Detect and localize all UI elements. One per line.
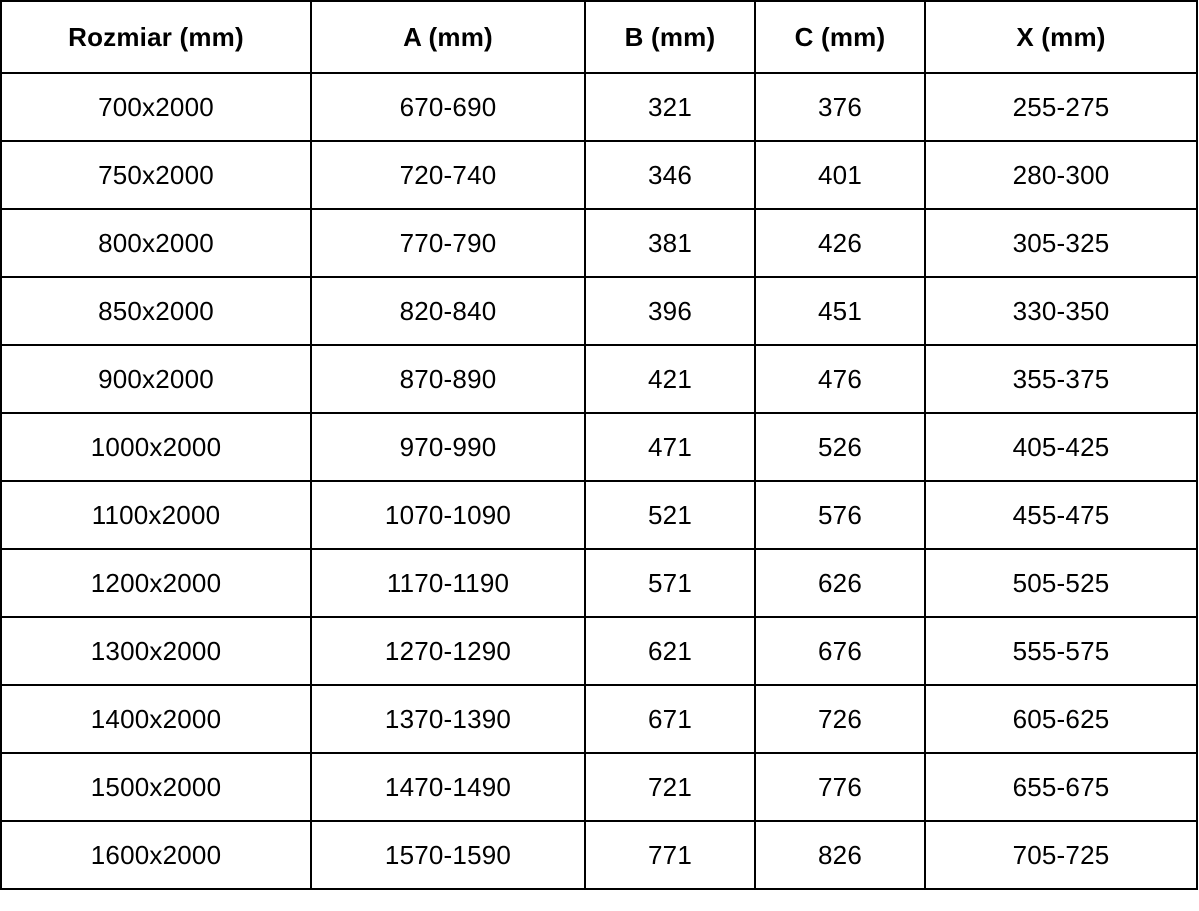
cell-b: 421 <box>584 344 756 414</box>
cell-b: 621 <box>584 616 756 686</box>
table-row: 1100x2000 1070-1090 521 576 455-475 <box>0 480 1198 550</box>
cell-a: 820-840 <box>310 276 586 346</box>
cell-x: 255-275 <box>924 72 1198 142</box>
cell-c: 826 <box>754 820 926 890</box>
cell-size: 1100x2000 <box>0 480 312 550</box>
cell-a: 670-690 <box>310 72 586 142</box>
table-row: 850x2000 820-840 396 451 330-350 <box>0 276 1198 346</box>
cell-x: 405-425 <box>924 412 1198 482</box>
cell-a: 770-790 <box>310 208 586 278</box>
cell-b: 671 <box>584 684 756 754</box>
table-row: 1200x2000 1170-1190 571 626 505-525 <box>0 548 1198 618</box>
cell-b: 381 <box>584 208 756 278</box>
table-row: 900x2000 870-890 421 476 355-375 <box>0 344 1198 414</box>
cell-x: 355-375 <box>924 344 1198 414</box>
cell-a: 870-890 <box>310 344 586 414</box>
cell-a: 1570-1590 <box>310 820 586 890</box>
column-header-x: X (mm) <box>924 0 1198 74</box>
cell-size: 1400x2000 <box>0 684 312 754</box>
cell-a: 1370-1390 <box>310 684 586 754</box>
table-row: 1400x2000 1370-1390 671 726 605-625 <box>0 684 1198 754</box>
table-row: 1500x2000 1470-1490 721 776 655-675 <box>0 752 1198 822</box>
table-row: 700x2000 670-690 321 376 255-275 <box>0 72 1198 142</box>
cell-size: 800x2000 <box>0 208 312 278</box>
cell-x: 655-675 <box>924 752 1198 822</box>
cell-x: 705-725 <box>924 820 1198 890</box>
cell-c: 376 <box>754 72 926 142</box>
cell-size: 1600x2000 <box>0 820 312 890</box>
cell-c: 451 <box>754 276 926 346</box>
cell-c: 676 <box>754 616 926 686</box>
table-row: 1300x2000 1270-1290 621 676 555-575 <box>0 616 1198 686</box>
cell-a: 720-740 <box>310 140 586 210</box>
table-row: 1600x2000 1570-1590 771 826 705-725 <box>0 820 1198 890</box>
cell-size: 750x2000 <box>0 140 312 210</box>
cell-a: 1070-1090 <box>310 480 586 550</box>
table-row: 800x2000 770-790 381 426 305-325 <box>0 208 1198 278</box>
cell-size: 1300x2000 <box>0 616 312 686</box>
cell-a: 970-990 <box>310 412 586 482</box>
cell-b: 521 <box>584 480 756 550</box>
cell-size: 900x2000 <box>0 344 312 414</box>
cell-b: 571 <box>584 548 756 618</box>
cell-b: 396 <box>584 276 756 346</box>
header-row: Rozmiar (mm) A (mm) B (mm) C (mm) X (mm) <box>0 0 1198 74</box>
cell-b: 346 <box>584 140 756 210</box>
cell-size: 1000x2000 <box>0 412 312 482</box>
column-header-a: A (mm) <box>310 0 586 74</box>
cell-c: 401 <box>754 140 926 210</box>
cell-c: 626 <box>754 548 926 618</box>
cell-c: 576 <box>754 480 926 550</box>
table-header: Rozmiar (mm) A (mm) B (mm) C (mm) X (mm) <box>0 0 1198 74</box>
table-body: 700x2000 670-690 321 376 255-275 750x2000 720-… <box>0 72 1198 890</box>
column-header-size: Rozmiar (mm) <box>0 0 312 74</box>
cell-x: 330-350 <box>924 276 1198 346</box>
cell-x: 305-325 <box>924 208 1198 278</box>
cell-c: 726 <box>754 684 926 754</box>
cell-x: 555-575 <box>924 616 1198 686</box>
cell-size: 1200x2000 <box>0 548 312 618</box>
cell-c: 476 <box>754 344 926 414</box>
cell-x: 455-475 <box>924 480 1198 550</box>
cell-a: 1470-1490 <box>310 752 586 822</box>
cell-size: 700x2000 <box>0 72 312 142</box>
cell-x: 605-625 <box>924 684 1198 754</box>
cell-size: 1500x2000 <box>0 752 312 822</box>
cell-c: 776 <box>754 752 926 822</box>
cell-b: 771 <box>584 820 756 890</box>
column-header-b: B (mm) <box>584 0 756 74</box>
cell-c: 426 <box>754 208 926 278</box>
cell-x: 280-300 <box>924 140 1198 210</box>
cell-size: 850x2000 <box>0 276 312 346</box>
cell-b: 321 <box>584 72 756 142</box>
cell-c: 526 <box>754 412 926 482</box>
column-header-c: C (mm) <box>754 0 926 74</box>
cell-x: 505-525 <box>924 548 1198 618</box>
table-row: 1000x2000 970-990 471 526 405-425 <box>0 412 1198 482</box>
cell-a: 1270-1290 <box>310 616 586 686</box>
cell-b: 471 <box>584 412 756 482</box>
cell-b: 721 <box>584 752 756 822</box>
table-row: 750x2000 720-740 346 401 280-300 <box>0 140 1198 210</box>
cell-a: 1170-1190 <box>310 548 586 618</box>
dimensions-table: Rozmiar (mm) A (mm) B (mm) C (mm) X (mm)… <box>0 0 1198 890</box>
